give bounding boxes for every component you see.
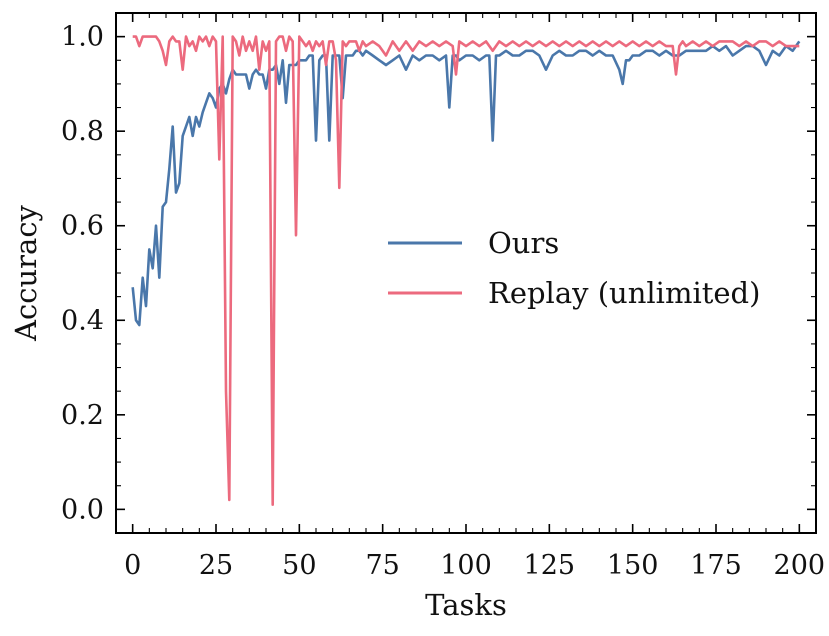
x-tick-label: 75 [365,550,399,581]
legend-label-ours: Ours [488,226,559,260]
series-line-0 [131,40,801,327]
y-axis-title: Accuracy [9,204,43,341]
x-tick-label: 175 [690,550,742,581]
y-tick-label: 0.4 [61,305,104,336]
y-tick-label: 0.0 [61,494,104,525]
series-layer [131,35,801,506]
tick-layer: 0 25 50 75 100 125 150 175 200 0.0 0.2 0.4 0.6 0.8 1.0 [61,12,826,581]
x-tick-label: 100 [440,550,492,581]
x-tick-label: 0 [124,550,141,581]
legend-label-replay: Replay (unlimited) [488,276,760,310]
y-tick-label: 0.2 [61,400,104,431]
x-tick-label: 50 [282,550,316,581]
x-tick-label: 150 [607,550,659,581]
y-tick-label: 1.0 [61,22,104,53]
x-axis-title: Tasks [425,588,507,622]
x-tick-label: 125 [524,550,576,581]
y-tick-label: 0.8 [61,116,104,147]
x-tick-label: 25 [199,550,233,581]
series-line-1 [132,35,800,506]
x-tick-label: 200 [774,550,826,581]
y-tick-label: 0.6 [61,211,104,242]
legend: Ours Replay (unlimited) [388,226,760,310]
